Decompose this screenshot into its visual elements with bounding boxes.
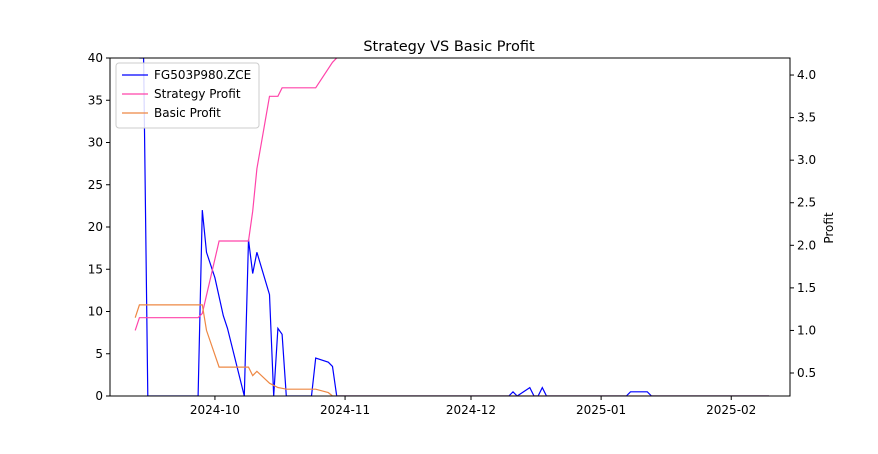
x-tick-label: 2024-10	[190, 403, 240, 417]
x-tick-label: 2024-11	[320, 403, 370, 417]
left-y-tick-label: 25	[88, 178, 103, 192]
plot-area	[134, 58, 769, 396]
right-y-axis-label: Profit	[822, 212, 836, 244]
left-y-tick-label: 20	[88, 220, 103, 234]
series-line-2	[134, 304, 769, 396]
legend-box	[115, 62, 260, 129]
right-y-tick-label: 1.5	[797, 281, 816, 295]
right-y-tick-label: 0.5	[797, 366, 816, 380]
right-y-axis: 0.5 1.0 1.5 2.0 2.5 3.0 3.5 4.0	[790, 68, 816, 380]
x-tick-label: 2025-01	[576, 403, 626, 417]
left-y-tick-label: 35	[88, 93, 103, 107]
x-tick-label: 2024-12	[446, 403, 496, 417]
left-y-tick-label: 15	[88, 262, 103, 276]
legend-label: Strategy Profit	[154, 87, 241, 101]
right-y-tick-label: 3.0	[797, 153, 816, 167]
chart-title: Strategy VS Basic Profit	[363, 39, 535, 55]
right-y-tick-label: 2.5	[797, 196, 816, 210]
left-y-tick-label: 5	[95, 347, 103, 361]
plot-frame	[109, 57, 791, 397]
x-axis: 2024-10 2024-11 2024-12 2025-01 2025-02	[190, 396, 756, 417]
legend: FG503P980.ZCE Strategy Profit Basic Profit	[115, 62, 260, 129]
right-y-tick-label: 2.0	[797, 238, 816, 252]
left-y-tick-label: 40	[88, 51, 103, 65]
right-y-tick-label: 3.5	[797, 111, 816, 125]
legend-label: Basic Profit	[154, 106, 221, 120]
legend-label: FG503P980.ZCE	[154, 68, 251, 82]
right-y-tick-label: 1.0	[797, 323, 816, 337]
left-y-tick-label: 10	[88, 305, 103, 319]
series-line-1	[134, 58, 338, 331]
left-y-axis: 0 5 10 15 20 25 30 35 40	[88, 51, 110, 403]
left-y-tick-label: 30	[88, 136, 103, 150]
series-line-0	[139, 58, 769, 396]
right-y-tick-label: 4.0	[797, 68, 816, 82]
left-y-tick-label: 0	[95, 389, 103, 403]
x-tick-label: 2025-02	[706, 403, 756, 417]
